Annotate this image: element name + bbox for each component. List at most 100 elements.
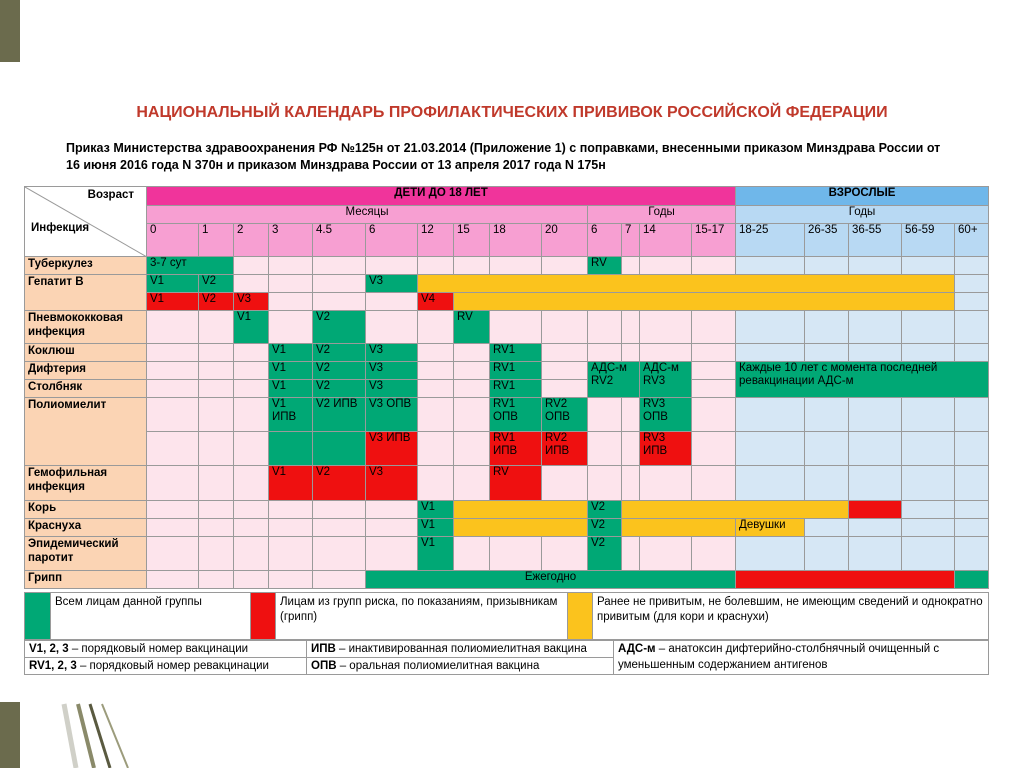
schedule-cell xyxy=(268,518,313,537)
schedule-cell xyxy=(690,536,737,571)
abbr-ipv-cell: ИПВ – инактивированная полиомиелитная ва… xyxy=(306,640,614,658)
schedule-cell xyxy=(146,536,199,571)
schedule-cell xyxy=(417,379,454,398)
vaccination-cell: V3 ОПВ xyxy=(365,397,418,432)
schedule-cell xyxy=(690,431,737,466)
vaccination-cell: V2 xyxy=(312,343,366,362)
schedule-cell xyxy=(901,397,956,432)
schedule-cell xyxy=(587,465,622,501)
infection-name: Дифтерия xyxy=(24,361,147,380)
schedule-cell xyxy=(541,536,588,571)
vaccination-cell: RV2 ИПВ xyxy=(541,431,588,466)
schedule-cell xyxy=(621,256,640,275)
vaccination-cell: V1 xyxy=(268,361,313,380)
schedule-cell xyxy=(417,397,454,432)
vaccination-cell: V3 xyxy=(365,465,418,501)
schedule-cell xyxy=(146,500,199,519)
infection-row: Эпидемический паротит V1 V2 xyxy=(24,536,990,571)
schedule-cell xyxy=(901,465,956,501)
schedule-cell xyxy=(233,500,269,519)
infection-name: Коклюш xyxy=(24,343,147,362)
adult-years-header: Годы xyxy=(735,205,990,224)
schedule-cell xyxy=(268,500,313,519)
vaccination-cell: V2 xyxy=(312,465,366,501)
schedule-cell xyxy=(954,343,990,362)
infection-row: Столбняк V1 V2 V3 RV1 xyxy=(24,379,989,398)
schedule-cell xyxy=(804,431,850,466)
age-column-header: 36-55 xyxy=(848,223,903,257)
abbr-ipv-desc: – инактивированная полиомиелитная вакцин… xyxy=(335,643,587,655)
schedule-cell xyxy=(954,536,990,571)
children-group-header: ДЕТИ ДО 18 ЛЕТ xyxy=(145,186,737,206)
decorative-bar-top xyxy=(0,0,20,62)
vaccination-cell: V1 xyxy=(268,465,313,501)
vaccination-cell: V2 xyxy=(587,518,622,537)
schedule-cell xyxy=(848,431,903,466)
schedule-cell xyxy=(621,397,640,432)
age-column-header: 60+ xyxy=(954,223,990,257)
age-column-header: 26-35 xyxy=(804,223,850,257)
schedule-cell xyxy=(417,256,454,275)
schedule-cell xyxy=(365,256,418,275)
schedule-cell xyxy=(198,518,234,537)
infection-row: Дифтерия V1 V2 V3 RV1 АДС-м RV2 АДС-м RV3 Кажды… xyxy=(24,361,990,398)
schedule-cell xyxy=(621,310,640,344)
infection-name: Полиомиелит xyxy=(24,397,147,466)
schedule-cell xyxy=(233,465,269,501)
schedule-cell xyxy=(690,343,737,362)
schedule-cell xyxy=(735,431,806,466)
schedule-cell xyxy=(848,518,903,537)
schedule-cell xyxy=(848,343,903,362)
vaccination-cell: V2 xyxy=(587,536,622,571)
age-column-header: 6 xyxy=(587,223,622,257)
abbr-opv-cell: ОПВ – оральная полиомиелитная вакцина xyxy=(306,657,614,675)
schedule-cell xyxy=(312,536,366,571)
vaccination-cell: V1 xyxy=(268,343,313,362)
infection-row: Полиомиелит V1 ИПВ V2 ИПВ V3 ОПВ RV1 ОПВ RV2 … xyxy=(24,397,990,466)
schedule-cell xyxy=(312,518,366,537)
schedule-cell xyxy=(690,310,737,344)
vaccination-cell: V1 xyxy=(146,292,199,311)
vaccination-cell: V2 xyxy=(312,379,366,398)
schedule-cell xyxy=(489,310,542,344)
legend-swatch-green xyxy=(24,592,51,640)
legend-swatch-red xyxy=(250,592,276,640)
schedule-cell xyxy=(587,397,622,432)
color-legend: Всем лицам данной группы Лицам из групп … xyxy=(24,592,989,640)
schedule-cell xyxy=(804,256,850,275)
schedule-cell xyxy=(735,570,956,589)
infection-name: Краснуха xyxy=(24,518,147,537)
age-column-header: 14 xyxy=(639,223,692,257)
abbr-v-term: V1, 2, 3 xyxy=(29,643,69,655)
schedule-cell xyxy=(146,570,199,589)
schedule-cell xyxy=(804,310,850,344)
schedule-cell xyxy=(848,310,903,344)
vaccination-cell: RV3 ИПВ xyxy=(639,431,692,466)
schedule-cell xyxy=(901,256,956,275)
schedule-cell xyxy=(954,292,990,311)
schedule-cell xyxy=(954,570,990,589)
infection-name: Туберкулез xyxy=(24,256,147,275)
schedule-cell xyxy=(365,500,418,519)
infection-name: Пневмококковая инфекция xyxy=(24,310,147,344)
abbr-v-cell: V1, 2, 3 – порядковый номер вакцинации xyxy=(24,640,307,658)
vaccination-cell: V2 xyxy=(587,500,622,519)
schedule-cell xyxy=(901,536,956,571)
schedule-cell xyxy=(639,343,692,362)
vaccination-cell: V2 ИПВ xyxy=(312,397,366,432)
infection-row: Гемофильная инфекция V1 V2 V3 RV xyxy=(24,465,990,501)
schedule-cell xyxy=(417,343,454,362)
infection-name: Гепатит В xyxy=(24,274,147,311)
schedule-cell xyxy=(417,310,454,344)
schedule-cell xyxy=(620,518,737,537)
infection-header-label: Инфекция xyxy=(31,222,90,234)
schedule-cell xyxy=(735,343,806,362)
infection-row: V1 V2 V3 V4 xyxy=(25,292,990,311)
schedule-cell xyxy=(198,343,234,362)
schedule-cell xyxy=(804,397,850,432)
vaccination-cell: Девушки xyxy=(735,518,806,537)
schedule-cell xyxy=(268,310,313,344)
schedule-cell xyxy=(198,397,234,432)
schedule-cell xyxy=(639,465,692,501)
age-header-label: Возраст xyxy=(87,189,134,201)
